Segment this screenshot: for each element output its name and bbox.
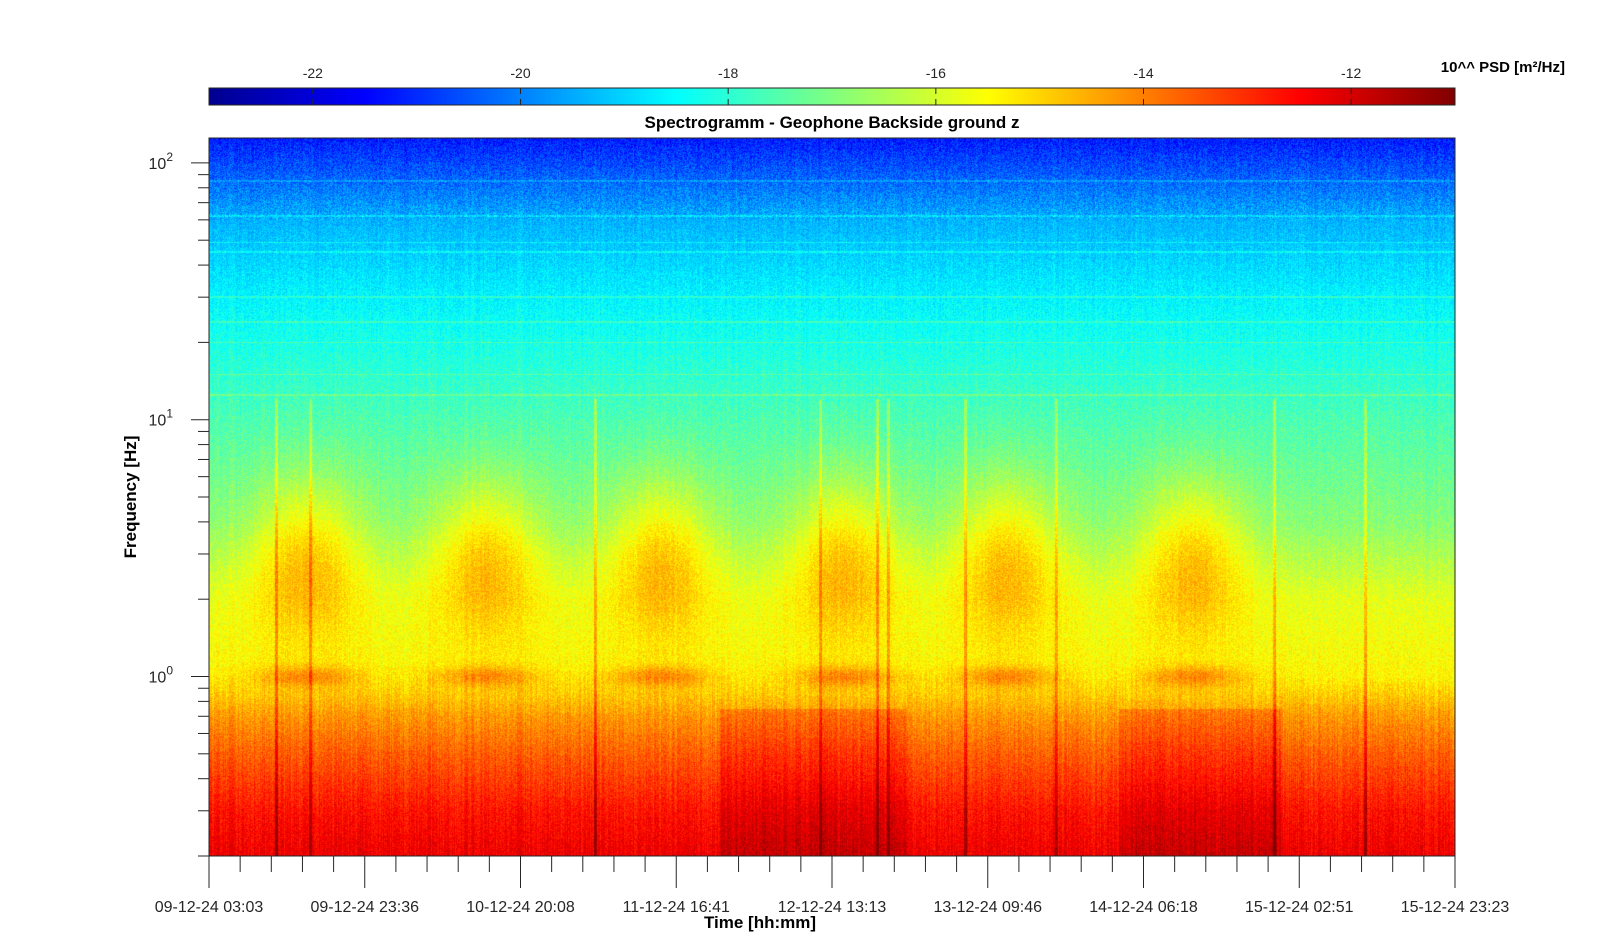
y-tick-label: 101 [149, 407, 174, 430]
colorbar-tick-label: -14 [1133, 65, 1153, 81]
colorbar-gradient [208, 87, 1456, 106]
colorbar-ticks: -22 -20 -18 -16 -14 -12 [303, 65, 1361, 105]
plot-area [208, 137, 1456, 857]
x-tick-label: 09-12-24 03:03 [155, 899, 264, 916]
x-tick-label: 10-12-24 20:08 [466, 899, 575, 916]
colorbar-tick-label: -16 [926, 65, 946, 81]
colorbar-tick-label: -18 [718, 65, 738, 81]
y-axis-label: Frequency [Hz] [121, 436, 140, 559]
colorbar-tick-label: -22 [303, 65, 323, 81]
y-tick-label: 100 [149, 664, 174, 687]
x-tick-label: 09-12-24 23:36 [310, 899, 419, 916]
colorbar-label: 10^^ PSD [m²/Hz] [1441, 59, 1565, 76]
colorbar-tick-label: -12 [1341, 65, 1361, 81]
x-axis: 09-12-24 03:03 09-12-24 23:36 10-12-24 20:… [155, 856, 1510, 916]
x-tick-label: 12-12-24 13:13 [778, 899, 887, 916]
y-axis: 100 101 102 [149, 150, 209, 857]
x-tick-label: 15-12-24 23:23 [1401, 899, 1510, 916]
y-tick-label: 102 [149, 150, 174, 173]
colorbar-tick-label: -20 [510, 65, 530, 81]
x-tick-label: 13-12-24 09:46 [933, 899, 1042, 916]
x-tick-label: 15-12-24 02:51 [1245, 899, 1354, 916]
x-tick-label: 14-12-24 06:18 [1089, 899, 1198, 916]
chart-title: Spectrogramm - Geophone Backside ground … [644, 113, 1019, 132]
x-tick-label: 11-12-24 16:41 [623, 899, 730, 916]
spectrogram-heatmap [209, 138, 1455, 856]
colorbar: -22 -20 -18 -16 -14 -12 10^^ PSD [m²/Hz] [208, 59, 1565, 106]
x-axis-label: Time [hh:mm] [704, 913, 816, 932]
